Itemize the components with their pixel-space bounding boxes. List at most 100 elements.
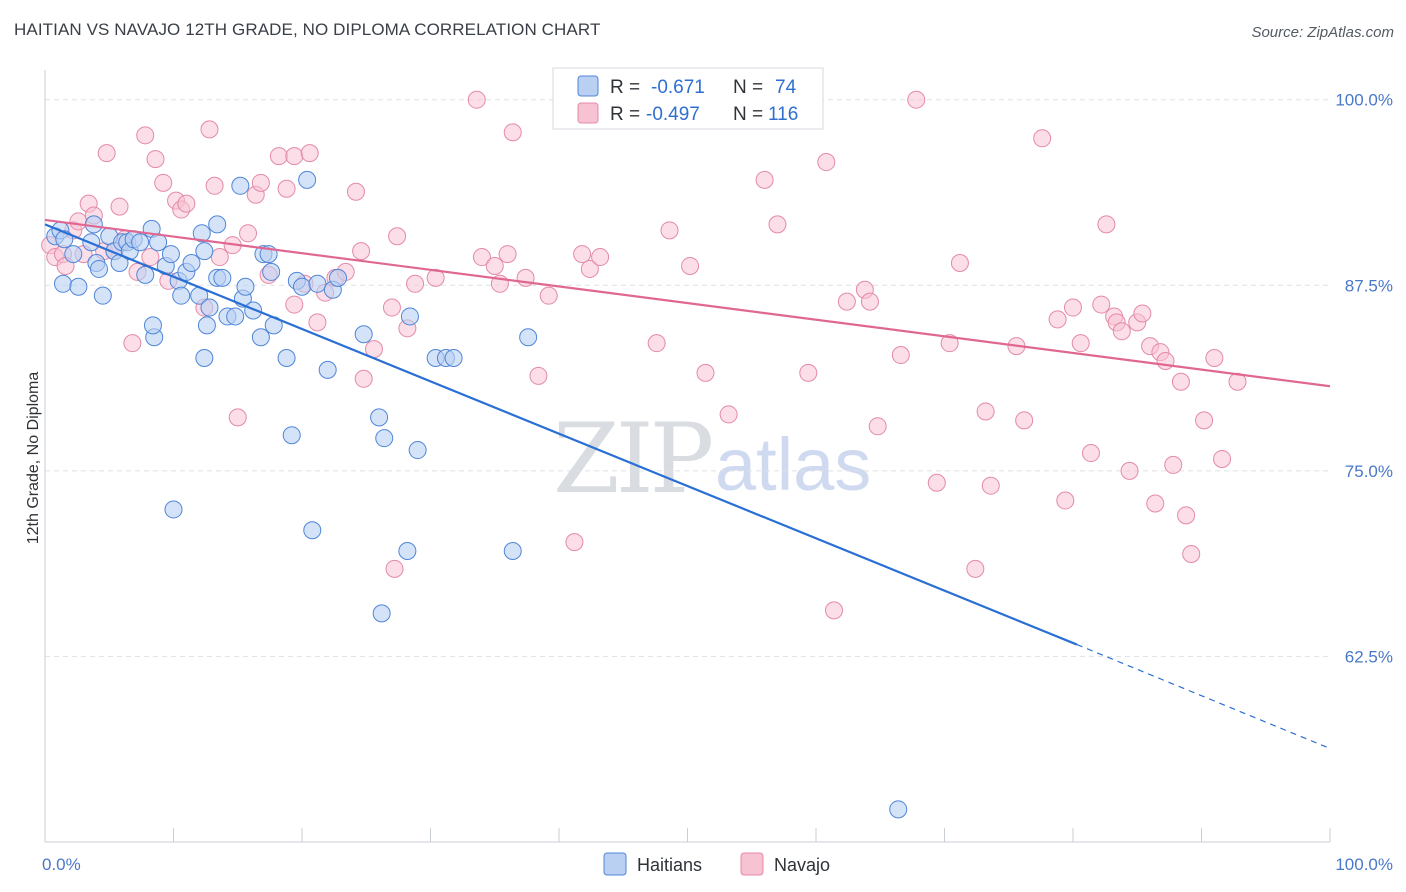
navajo-point-67 bbox=[660, 221, 679, 240]
navajo-point-111 bbox=[1177, 506, 1196, 525]
haitians-point-66 bbox=[503, 542, 522, 561]
haitians-point-32 bbox=[200, 298, 219, 317]
navajo-point-74 bbox=[799, 363, 818, 382]
navajo-point-93 bbox=[1056, 491, 1075, 510]
haitians-point-54 bbox=[370, 408, 389, 427]
x-tick-label-0: 0.0% bbox=[42, 855, 81, 874]
y-tick-label-0: 100.0% bbox=[1335, 91, 1393, 110]
legend-n-label-haitians: N = bbox=[733, 77, 763, 98]
navajo-point-110 bbox=[1171, 372, 1190, 391]
legend-n-value-navajo: 116 bbox=[768, 104, 798, 125]
navajo-point-34 bbox=[269, 147, 288, 166]
y-axis-label: 12th Grade, No Diploma bbox=[25, 372, 42, 545]
navajo-point-64 bbox=[591, 248, 610, 267]
haitians-point-55 bbox=[375, 429, 394, 448]
navajo-point-17 bbox=[141, 248, 160, 267]
haitians-point-43 bbox=[262, 262, 281, 281]
navajo-point-48 bbox=[388, 227, 407, 246]
navajo-point-118 bbox=[277, 179, 296, 198]
navajo-point-36 bbox=[285, 147, 304, 166]
haitians-point-47 bbox=[293, 277, 311, 296]
haitians-point-30 bbox=[192, 224, 211, 243]
axes bbox=[44, 70, 1331, 843]
navajo-point-61 bbox=[565, 533, 584, 552]
navajo-point-23 bbox=[177, 194, 196, 213]
navajo-point-113 bbox=[1195, 411, 1214, 430]
haitians-point-19 bbox=[136, 265, 155, 284]
haitians-point-73 bbox=[195, 349, 214, 368]
bottom-legend-label-navajo: Navajo bbox=[774, 855, 830, 875]
navajo-point-68 bbox=[681, 256, 700, 275]
navajo-point-91 bbox=[1033, 129, 1052, 148]
navajo-point-43 bbox=[346, 182, 365, 201]
haitians-point-26 bbox=[172, 286, 191, 305]
x-tick-label-1: 100.0% bbox=[1335, 855, 1393, 874]
navajo-point-109 bbox=[1164, 455, 1183, 474]
navajo-point-90 bbox=[1015, 411, 1034, 430]
navajo-point-95 bbox=[1071, 334, 1090, 353]
haitians-point-65 bbox=[164, 500, 183, 519]
navajo-point-73 bbox=[768, 215, 787, 234]
haitians-point-64 bbox=[398, 542, 417, 561]
navajo-point-97 bbox=[1092, 295, 1111, 314]
navajo-point-96 bbox=[1081, 444, 1100, 463]
haitians-point-52 bbox=[328, 268, 347, 287]
haitians-point-9 bbox=[93, 286, 112, 305]
haitians-point-31 bbox=[195, 242, 214, 261]
navajo-point-32 bbox=[251, 173, 270, 192]
haitians-point-34 bbox=[213, 268, 232, 287]
navajo-point-52 bbox=[467, 90, 486, 109]
haitians-point-56 bbox=[400, 307, 419, 326]
bottom-legend-swatch-haitians bbox=[603, 852, 627, 876]
y-tick-label-3: 62.5% bbox=[1345, 647, 1393, 666]
navajo-point-56 bbox=[498, 245, 517, 264]
haitians-trend-line bbox=[44, 223, 1078, 646]
navajo-point-98 bbox=[1097, 215, 1116, 234]
navajo-point-38 bbox=[300, 144, 319, 163]
y-tick-label-1: 87.5% bbox=[1345, 276, 1393, 295]
navajo-point-72 bbox=[755, 170, 774, 189]
haitians-point-62 bbox=[282, 426, 301, 445]
navajo-point-84 bbox=[940, 334, 959, 353]
navajo-point-115 bbox=[1213, 449, 1232, 468]
haitians-point-24 bbox=[161, 245, 180, 264]
legend-n-value-haitians: 74 bbox=[775, 77, 797, 98]
navajo-point-62 bbox=[573, 245, 592, 264]
bottom-legend: Haitians Navajo bbox=[603, 852, 830, 876]
haitians-point-70 bbox=[231, 176, 250, 195]
haitians-point-45 bbox=[277, 349, 296, 368]
navajo-point-53 bbox=[472, 248, 491, 267]
navajo-point-63 bbox=[580, 259, 599, 278]
legend-r-value-navajo: -0.497 bbox=[646, 104, 700, 125]
navajo-point-35 bbox=[285, 295, 304, 314]
navajo-point-26 bbox=[205, 176, 224, 195]
haitians-point-40 bbox=[251, 328, 270, 347]
navajo-point-44 bbox=[352, 242, 371, 261]
navajo-point-39 bbox=[308, 313, 327, 332]
source-label: Source: ZipAtlas.com bbox=[1251, 24, 1394, 41]
navajo-point-119 bbox=[385, 559, 404, 578]
navajo-point-114 bbox=[1205, 349, 1224, 368]
navajo-point-54 bbox=[485, 256, 504, 275]
navajo-points bbox=[41, 90, 1247, 620]
navajo-point-69 bbox=[696, 363, 715, 382]
navajo-point-76 bbox=[824, 601, 843, 620]
navajo-point-81 bbox=[891, 346, 910, 365]
navajo-point-16 bbox=[136, 126, 155, 145]
navajo-point-70 bbox=[719, 405, 738, 424]
navajo-point-10 bbox=[97, 144, 116, 163]
navajo-point-27 bbox=[210, 248, 229, 267]
haitians-point-49 bbox=[308, 274, 327, 293]
haitians-point-36 bbox=[226, 307, 245, 326]
navajo-point-92 bbox=[1048, 310, 1067, 329]
haitians-point-60 bbox=[444, 349, 463, 368]
haitians-point-38 bbox=[236, 277, 255, 296]
legend-swatch-navajo bbox=[577, 102, 599, 124]
haitians-point-67 bbox=[372, 604, 391, 623]
legend-r-label-haitians: R = bbox=[610, 77, 640, 98]
haitians-point-72 bbox=[143, 316, 162, 335]
watermark-atlas: atlas bbox=[715, 423, 871, 506]
navajo-point-80 bbox=[868, 417, 887, 436]
navajo-point-18 bbox=[146, 150, 165, 169]
